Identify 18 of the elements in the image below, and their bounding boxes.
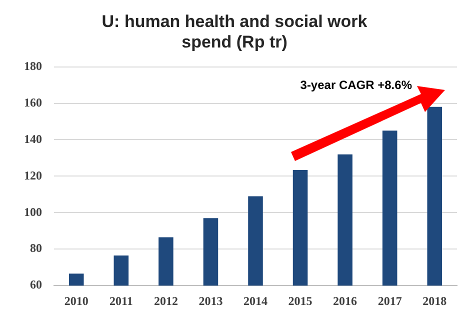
y-tick-label: 100 — [24, 204, 42, 219]
x-tick-label: 2014 — [244, 294, 268, 308]
x-tick-label: 2018 — [422, 294, 447, 308]
x-tick-label: 2010 — [64, 294, 88, 308]
y-tick-label: 80 — [30, 241, 42, 256]
x-tick-label: 2012 — [154, 294, 178, 308]
x-tick-label: 2011 — [109, 294, 133, 308]
y-tick-label: 140 — [24, 132, 42, 146]
y-tick-label: 160 — [24, 95, 42, 110]
annotation: 3-year CAGR +8.6% — [300, 78, 412, 92]
x-tick-label: 2016 — [333, 294, 358, 308]
x-tick-label: 2013 — [198, 294, 223, 308]
y-tick-label: 180 — [24, 58, 42, 73]
x-tick-label: 2015 — [288, 294, 312, 308]
chart-title: U: human health and social work spend (Rp tr) — [102, 12, 368, 52]
y-tick-label: 120 — [24, 168, 42, 182]
x-tick-label: 2017 — [378, 294, 402, 308]
y-tick-label: 60 — [30, 278, 42, 292]
